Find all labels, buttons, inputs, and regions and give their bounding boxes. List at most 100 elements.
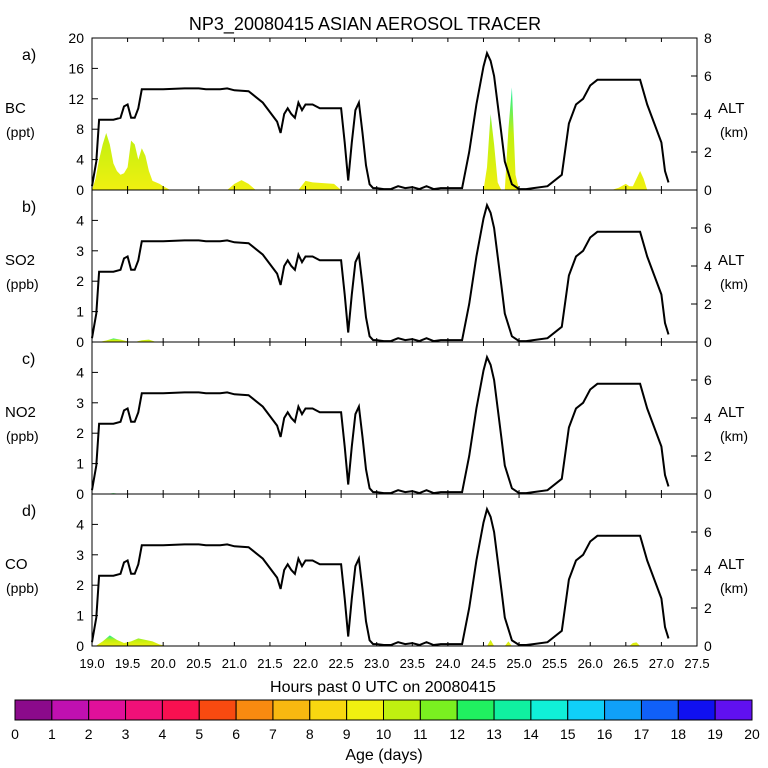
colorbar-swatch (51, 699, 90, 721)
colorbar-swatch (198, 699, 237, 721)
y-tick-label: 2 (76, 425, 84, 441)
y2-tick-label: 2 (704, 448, 712, 464)
tracer-area-so2 (99, 338, 157, 342)
colorbar-tick-label: 6 (232, 726, 240, 742)
y-axis-label: NO2 (5, 404, 36, 421)
y2-tick-label: 0 (704, 334, 712, 350)
y2-axis-label: ALT (718, 252, 744, 269)
y2-tick-label: 2 (704, 144, 712, 160)
y2-axis-unit: (km) (720, 428, 748, 444)
colorbar-tick-label: 19 (707, 726, 723, 742)
colorbar-swatch (272, 699, 311, 721)
colorbar-swatch (346, 699, 384, 721)
x-tick-label: 24.5 (471, 656, 496, 671)
colorbar-tick-label: 12 (449, 726, 465, 742)
panel-label: c) (22, 351, 35, 368)
y-tick-label: 3 (76, 243, 84, 259)
x-tick-label: 19.0 (79, 656, 104, 671)
colorbar-swatch (309, 699, 348, 721)
colorbar-swatch (383, 699, 421, 721)
x-tick-label: 21.0 (222, 656, 247, 671)
y-tick-label: 1 (76, 456, 84, 472)
y2-axis-unit: (km) (720, 276, 748, 292)
y2-axis-label: ALT (718, 404, 744, 421)
colorbar-swatch (714, 699, 753, 721)
x-axis-label: Hours past 0 UTC on 20080415 (270, 679, 496, 696)
panel-label: d) (22, 503, 36, 520)
colorbar-tick-label: 5 (195, 726, 203, 742)
y2-tick-label: 0 (704, 182, 712, 198)
x-tick-label: 27.0 (649, 656, 674, 671)
x-tick-label: 22.5 (328, 656, 353, 671)
x-tick-label: 22.0 (293, 656, 318, 671)
y2-tick-label: 4 (704, 410, 712, 426)
x-tick-label: 23.5 (400, 656, 425, 671)
y-tick-label: 12 (68, 91, 84, 107)
colorbar-swatch (161, 699, 200, 721)
colorbar-swatch (456, 699, 495, 721)
y2-tick-label: 6 (704, 372, 712, 388)
colorbar-swatch (530, 699, 569, 721)
panel-frame (91, 341, 698, 495)
tracer-area-bc (92, 87, 648, 190)
y2-tick-label: 4 (704, 562, 712, 578)
panel-frame (91, 493, 698, 647)
y2-tick-label: 4 (704, 258, 712, 274)
colorbar-tick-label: 3 (122, 726, 130, 742)
chart-title: NP3_20080415 ASIAN AEROSOL TRACER (189, 14, 541, 35)
colorbar-tick-label: 10 (376, 726, 392, 742)
panel-label: b) (22, 199, 36, 216)
y2-axis-unit: (km) (720, 124, 748, 140)
y-tick-label: 4 (76, 212, 84, 228)
panel-co: 0 1 2 3 4 0 2 4 6 d) CO (ppb) ALT (km) (5, 493, 748, 654)
y-tick-label: 3 (76, 547, 84, 563)
y2-axis-label: ALT (718, 556, 744, 573)
y2-tick-label: 6 (704, 68, 712, 84)
y-tick-label: 0 (76, 638, 84, 654)
y-axis-label: SO2 (5, 252, 35, 269)
y-tick-label: 4 (76, 516, 84, 532)
colorbar-tick-label: 2 (85, 726, 93, 742)
y-tick-label: 4 (76, 152, 84, 168)
colorbar-tick-label: 16 (597, 726, 613, 742)
colorbar-swatch (14, 699, 53, 721)
x-tick-label: 25.5 (542, 656, 567, 671)
x-tick-label: 21.5 (257, 656, 282, 671)
y-axis-label: CO (5, 556, 28, 573)
y-axis-unit: (ppb) (6, 428, 39, 444)
altitude-line (91, 506, 670, 647)
y-tick-label: 0 (76, 334, 84, 350)
colorbar-tick-label: 20 (744, 726, 760, 742)
y2-tick-label: 6 (704, 220, 712, 236)
colorbar-swatch (604, 699, 642, 721)
age-colorbar: 0 1 2 3 4 5 6 7 8 9 10 11 12 13 14 15 16 17 18 19 20 (11, 699, 760, 742)
colorbar-swatch (567, 699, 606, 721)
altitude-line (91, 354, 670, 495)
x-tick-label: 27.5 (684, 656, 709, 671)
x-tick-label: 26.5 (613, 656, 638, 671)
panel-frame (91, 189, 698, 343)
y2-tick-label: 2 (704, 296, 712, 312)
y-axis-unit: (ppb) (6, 276, 39, 292)
y2-tick-label: 8 (704, 30, 712, 46)
panel-so2: 0 1 2 3 4 0 2 4 6 b) SO2 (ppb) ALT (km) (5, 189, 748, 350)
x-tick-label: 19.5 (115, 656, 140, 671)
colorbar-swatch (88, 699, 127, 721)
colorbar-swatch (235, 699, 274, 721)
y2-axis-unit: (km) (720, 580, 748, 596)
y-axis-unit: (ppt) (6, 124, 35, 140)
altitude-line (91, 202, 670, 343)
colorbar-swatch (419, 699, 458, 721)
x-tick-label: 20.5 (186, 656, 211, 671)
colorbar-tick-label: 0 (11, 726, 19, 742)
y2-axis-label: ALT (718, 100, 744, 117)
y-tick-label: 16 (68, 60, 84, 76)
x-tick-label: 24.0 (435, 656, 460, 671)
x-tick-label: 26.0 (578, 656, 603, 671)
y-axis-unit: (ppb) (6, 580, 39, 596)
panel-frame (91, 37, 698, 191)
colorbar-tick-label: 11 (413, 726, 428, 742)
y-tick-label: 1 (76, 304, 84, 320)
y-tick-label: 2 (76, 273, 84, 289)
